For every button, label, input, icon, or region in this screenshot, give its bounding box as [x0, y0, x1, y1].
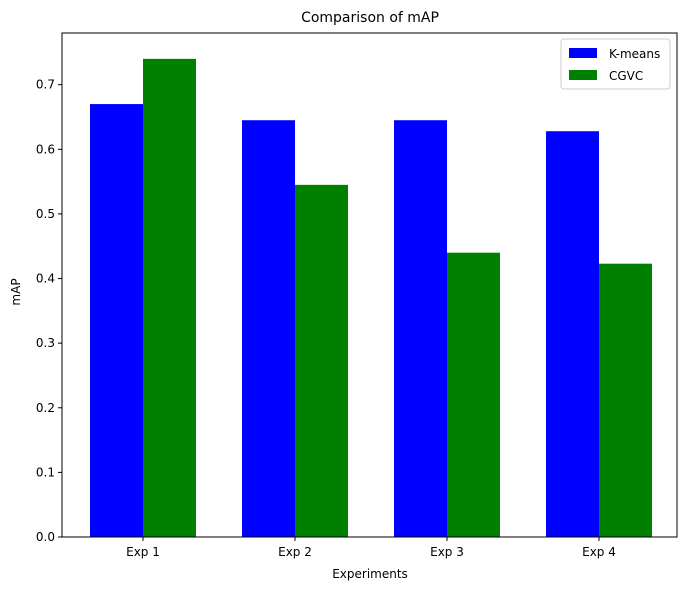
chart-title: Comparison of mAP: [301, 10, 439, 26]
bars-group: [90, 58, 652, 538]
bar-k-means-exp-2: [242, 120, 295, 537]
bar-k-means-exp-3: [394, 120, 447, 537]
bar-cgvc-exp-2: [295, 184, 348, 537]
bar-cgvc-exp-1: [143, 58, 196, 537]
x-axis: Exp 1 Exp 2 Exp 3 Exp 4: [126, 537, 616, 559]
legend-swatch-k-means: [569, 48, 597, 58]
y-tick-label: 0.3: [36, 336, 55, 350]
plot-frame: [61, 32, 678, 538]
x-tick-label: Exp 2: [278, 545, 312, 559]
bar-k-means-exp-1: [90, 104, 143, 538]
legend: K-means CGVC: [560, 38, 671, 90]
x-axis-label: Experiments: [332, 567, 408, 581]
legend-label: K-means: [609, 47, 660, 61]
y-axis: 0.0 0.1 0.2 0.3 0.4 0.5 0.6 0.7: [36, 78, 62, 544]
y-tick-label: 0.0: [36, 530, 55, 544]
bar-cgvc-exp-4: [599, 263, 652, 537]
y-tick-label: 0.6: [36, 142, 55, 156]
x-tick-label: Exp 4: [582, 545, 616, 559]
y-tick-label: 0.7: [36, 78, 55, 92]
y-tick-label: 0.1: [36, 465, 55, 479]
y-axis-label: mAP: [9, 278, 23, 305]
x-tick-label: Exp 3: [430, 545, 464, 559]
bar-cgvc-exp-3: [447, 252, 500, 537]
bar-k-means-exp-4: [546, 131, 599, 537]
y-tick-label: 0.5: [36, 207, 55, 221]
x-tick-label: Exp 1: [126, 545, 160, 559]
y-tick-label: 0.2: [36, 401, 55, 415]
legend-swatch-cgvc: [569, 70, 597, 80]
y-tick-label: 0.4: [36, 272, 55, 286]
legend-label: CGVC: [609, 69, 643, 83]
